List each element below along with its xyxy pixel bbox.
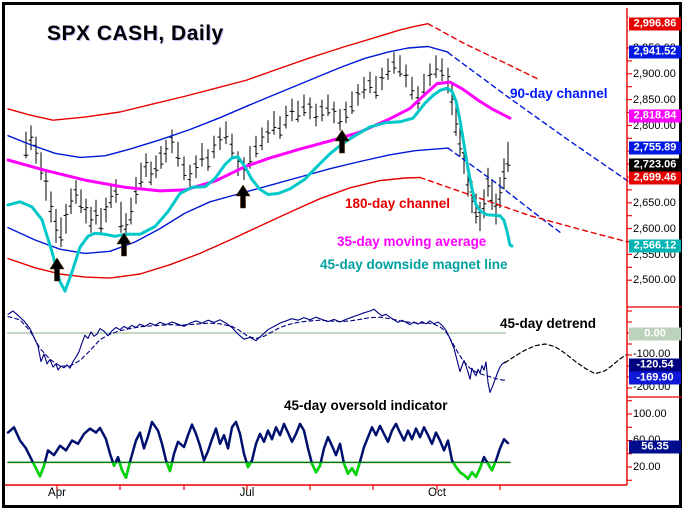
month-label: Apr	[48, 487, 66, 499]
series-oversold-indicator-green	[31, 462, 497, 481]
y-axis-value-badge: 2,818.84	[629, 109, 681, 123]
series-90-day-channel-upper	[7, 45, 449, 159]
series-180-day-channel-upper-proj	[427, 23, 541, 81]
series-detrend-projection	[504, 343, 628, 375]
y-axis-value-badge: 2,996.86	[629, 17, 681, 31]
y-axis-value-badge: 2,723.06	[629, 158, 681, 172]
annotation-45-day-oversold: 45-day oversold indicator	[284, 398, 448, 413]
y-axis-label: 100.00	[633, 408, 667, 420]
up-arrow-marker	[235, 184, 251, 209]
y-axis-label: 20.00	[633, 461, 661, 473]
series-90-day-channel-lower-proj	[447, 147, 563, 235]
y-axis-value-badge: 2,755.89	[629, 141, 681, 155]
chart-title: SPX CASH, Daily	[47, 22, 224, 45]
y-axis-value-badge: 2,566.12	[629, 239, 681, 253]
ohlc-bars	[23, 52, 511, 248]
annotation-180-day-channel: 180-day channel	[345, 196, 451, 211]
y-axis-label: 2,650.00	[633, 197, 676, 209]
y-axis-value-badge: 56.35	[629, 440, 681, 454]
annotation-90-day-channel: 90-day channel	[510, 86, 608, 101]
y-axis-label: 2,900.00	[633, 68, 676, 80]
y-axis-label: 2,850.00	[633, 94, 676, 106]
y-axis-value-badge: 2,699.46	[629, 171, 681, 185]
up-arrow-marker	[49, 257, 65, 282]
month-label: Oct	[428, 487, 446, 499]
series-90-day-channel-upper-proj	[447, 51, 629, 182]
y-axis-value-badge: -169.90	[629, 371, 681, 385]
up-arrow-marker	[334, 129, 350, 154]
series-45-day-downside-magnet	[6, 86, 514, 293]
y-axis-label: -100.00	[633, 348, 671, 360]
y-axis-value-badge: 2,941.52	[629, 45, 681, 59]
y-axis-value-badge: 0.00	[629, 327, 681, 341]
month-label: Jul	[239, 487, 255, 499]
annotation-45-day-magnet: 45-day downside magnet line	[320, 257, 508, 272]
y-axis-value-badge: -120.54	[629, 358, 681, 372]
series-180-day-channel-upper	[7, 23, 429, 121]
annotation-45-day-detrend: 45-day detrend	[500, 316, 597, 331]
series-detrend-smoothed	[7, 315, 506, 381]
series-180-day-channel-lower-proj	[419, 176, 629, 243]
y-axis-label: 2,500.00	[633, 274, 676, 286]
series-35-day-moving-average	[6, 80, 512, 193]
oversold-green-segments	[31, 462, 497, 481]
series-oversold-indicator	[6, 420, 510, 481]
y-axis-label: 2,800.00	[633, 120, 676, 132]
annotation-35-day-ma: 35-day moving average	[337, 234, 487, 249]
up-arrow-marker	[116, 232, 132, 257]
series-180-day-channel-lower	[7, 176, 421, 279]
series-detrend-solid	[7, 308, 506, 393]
y-axis-label: 2,600.00	[633, 223, 676, 235]
series-90-day-channel-lower	[7, 147, 449, 255]
